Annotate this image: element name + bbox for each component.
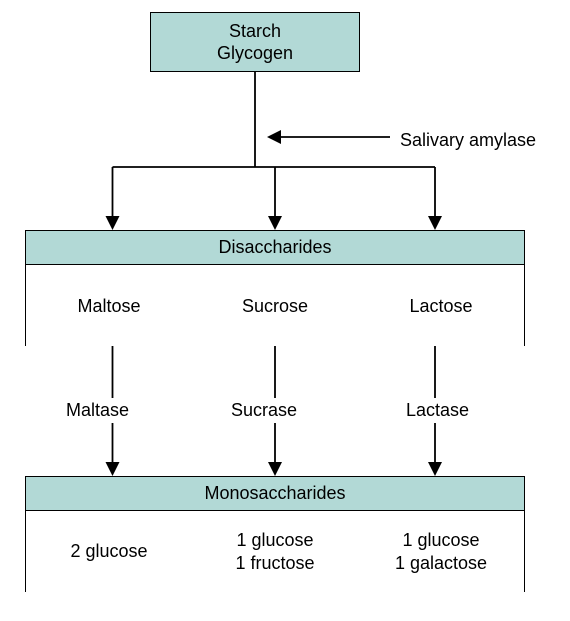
- disaccharides-box: Disaccharides Maltose Sucrose Lactose: [25, 230, 525, 346]
- starch-label: Starch: [229, 20, 281, 43]
- mono-1-1: 1 fructose: [235, 552, 314, 575]
- monosaccharide-cell: 1 glucose 1 fructose: [192, 529, 358, 576]
- sucrose-label: Sucrose: [242, 296, 308, 317]
- disaccharides-title: Disaccharides: [218, 237, 331, 258]
- monosaccharide-cell: 2 glucose: [26, 540, 192, 563]
- maltase-label: Maltase: [60, 398, 135, 423]
- salivary-amylase-label: Salivary amylase: [400, 130, 536, 151]
- maltose-label: Maltose: [77, 296, 140, 317]
- mono-2-0: 1 glucose: [402, 529, 479, 552]
- disaccharide-cell: Sucrose: [192, 296, 358, 317]
- lactose-label: Lactose: [409, 296, 472, 317]
- mono-0-0: 2 glucose: [70, 540, 147, 563]
- starch-glycogen-box: Starch Glycogen: [150, 12, 360, 72]
- monosaccharide-cell: 1 glucose 1 galactose: [358, 529, 524, 576]
- disaccharides-body: Maltose Sucrose Lactose: [26, 265, 524, 347]
- monosaccharides-title: Monosaccharides: [204, 483, 345, 504]
- monosaccharides-header: Monosaccharides: [26, 477, 524, 511]
- monosaccharides-body: 2 glucose 1 glucose 1 fructose 1 glucose…: [26, 511, 524, 593]
- mono-2-1: 1 galactose: [395, 552, 487, 575]
- sucrase-label: Sucrase: [225, 398, 303, 423]
- lactase-label: Lactase: [400, 398, 475, 423]
- monosaccharides-box: Monosaccharides 2 glucose 1 glucose 1 fr…: [25, 476, 525, 592]
- top-branch-arrows: [25, 72, 525, 230]
- disaccharide-cell: Maltose: [26, 296, 192, 317]
- glycogen-label: Glycogen: [217, 42, 293, 65]
- disaccharide-cell: Lactose: [358, 296, 524, 317]
- disaccharides-header: Disaccharides: [26, 231, 524, 265]
- mono-1-0: 1 glucose: [236, 529, 313, 552]
